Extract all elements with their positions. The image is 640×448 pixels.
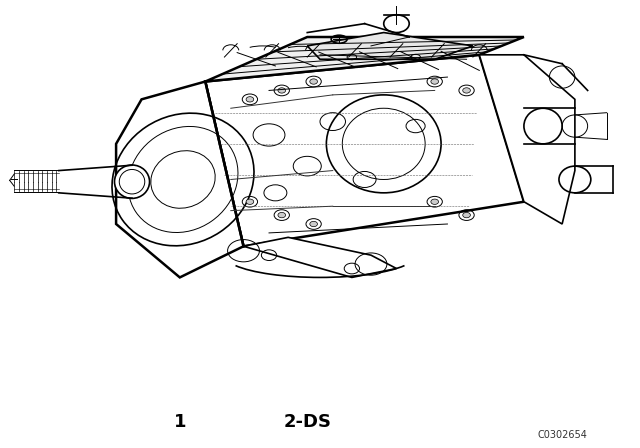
Ellipse shape <box>326 95 441 193</box>
Ellipse shape <box>115 165 150 198</box>
Text: 1: 1 <box>173 413 186 431</box>
Circle shape <box>310 79 317 84</box>
Circle shape <box>463 212 470 218</box>
Polygon shape <box>205 55 524 246</box>
Polygon shape <box>307 33 473 59</box>
Polygon shape <box>205 37 524 82</box>
Circle shape <box>431 79 438 84</box>
Text: 2-DS: 2-DS <box>284 413 332 431</box>
Circle shape <box>278 212 285 218</box>
Circle shape <box>310 221 317 227</box>
Polygon shape <box>244 237 396 277</box>
Text: C0302654: C0302654 <box>537 431 587 440</box>
Circle shape <box>431 199 438 204</box>
Circle shape <box>246 199 253 204</box>
Circle shape <box>463 88 470 93</box>
Circle shape <box>246 97 253 102</box>
Circle shape <box>278 88 285 93</box>
Polygon shape <box>116 82 244 277</box>
Polygon shape <box>479 55 575 224</box>
